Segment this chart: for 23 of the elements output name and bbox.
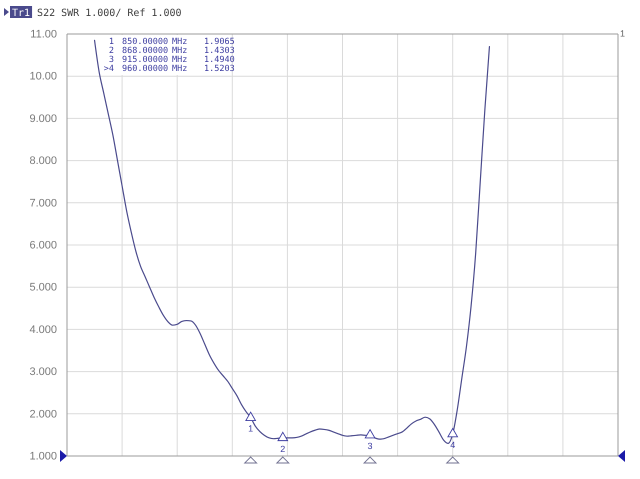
y-tick-label: 3.000 — [29, 366, 57, 378]
series-label: 4 — [450, 440, 456, 450]
y-tick-label: 1.000 — [29, 450, 57, 463]
text: 3 915.00000 MHz 1.4940 — [108, 55, 235, 65]
y-tick-label: 6.000 — [29, 240, 57, 252]
y-tick-label: 11.00 — [30, 28, 57, 41]
y-tick-label: 8.000 — [29, 155, 57, 168]
y-tick-label: 9.000 — [29, 112, 57, 125]
y-tick-label: 2.000 — [29, 408, 57, 420]
y-tick-label: 5.000 — [29, 282, 57, 294]
text: 1 — [620, 28, 626, 38]
y-tick-label: 10.00 — [29, 70, 57, 83]
text: 850.00000 MHz 1.9065 — [122, 37, 235, 47]
y-tick-label: 7.000 — [29, 197, 57, 210]
series-label: 3 — [368, 441, 373, 452]
text: 2 868.00000 MHz 1.4303 — [108, 46, 235, 56]
legend-label: Tr1 — [12, 8, 30, 19]
text: >4 960.00000 MHz 1.5203 — [104, 64, 235, 74]
series-label: 1 — [248, 424, 254, 434]
series-label: 2 — [280, 444, 286, 454]
annotation: 1 — [108, 37, 114, 47]
y-tick-label: 4.000 — [29, 324, 57, 336]
chart-title: S22 SWR 1.000/ Ref 1.000 — [37, 8, 182, 19]
